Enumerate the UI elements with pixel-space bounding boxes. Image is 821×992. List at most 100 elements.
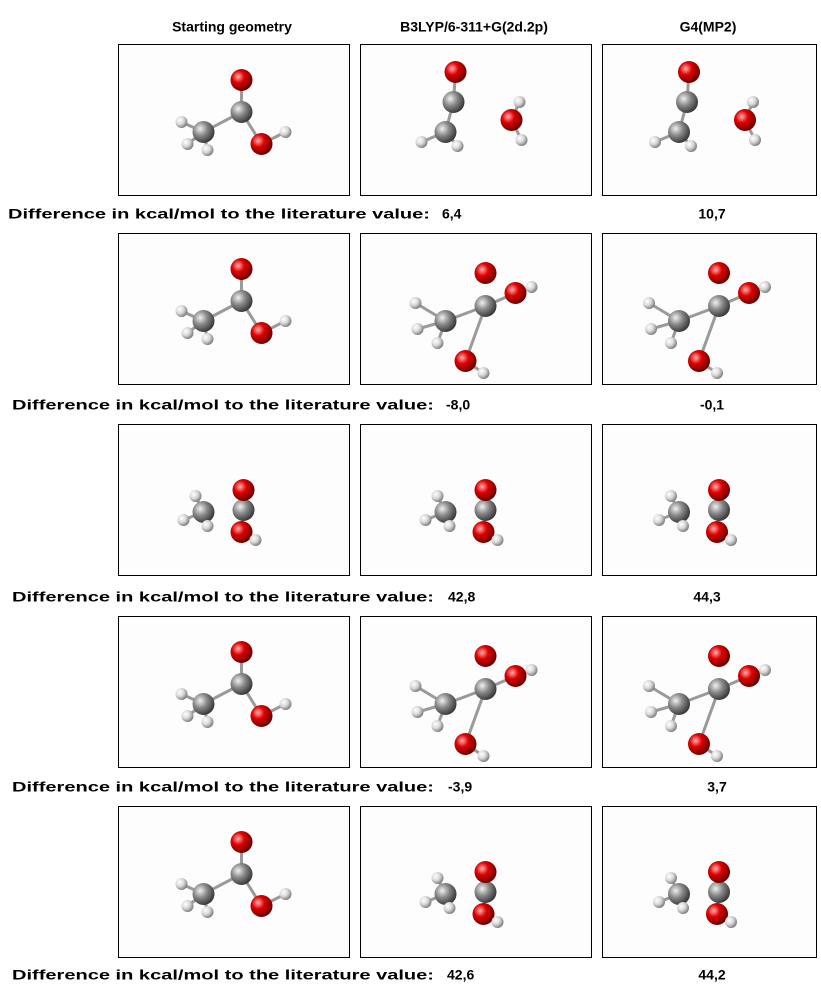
atom	[280, 126, 292, 138]
value: 6,4	[442, 206, 462, 222]
atom	[280, 315, 292, 327]
atom	[251, 133, 273, 155]
geometry-box	[361, 807, 592, 958]
geometry-box	[603, 425, 817, 576]
atom	[193, 121, 215, 143]
atom	[231, 521, 253, 543]
atom	[708, 262, 730, 284]
atom	[725, 534, 737, 546]
atom	[455, 350, 477, 372]
atom	[250, 534, 262, 546]
atom	[526, 664, 538, 676]
value: 3,7	[707, 779, 727, 795]
atom	[711, 750, 723, 762]
atom	[280, 888, 292, 900]
atom	[416, 136, 428, 148]
atom	[645, 706, 657, 718]
atom	[193, 693, 215, 715]
caption: Difference in kcal/mol to the literature…	[12, 967, 434, 983]
atom	[251, 895, 273, 917]
atom	[516, 134, 528, 146]
atom	[435, 501, 457, 523]
geometry-box	[603, 807, 817, 958]
geometry-box	[603, 45, 817, 196]
atom	[473, 521, 495, 543]
atom	[665, 337, 677, 349]
atom	[233, 479, 255, 501]
atom	[688, 733, 710, 755]
atom	[708, 678, 730, 700]
atom	[668, 310, 690, 332]
geometry-box	[361, 45, 592, 196]
atom	[668, 693, 690, 715]
atom	[176, 116, 188, 128]
atom	[645, 323, 657, 335]
atom	[708, 479, 730, 501]
figure: Starting geometry B3LYP/6-311+G(2d.2p) G…	[0, 0, 821, 992]
atom	[420, 896, 432, 908]
atom	[665, 872, 677, 884]
atom	[665, 490, 677, 502]
value: 44,2	[698, 967, 725, 983]
column-header: Starting geometry	[172, 19, 292, 35]
value: -3,9	[448, 779, 472, 795]
atom	[420, 514, 432, 526]
caption: Difference in kcal/mol to the literature…	[8, 206, 430, 222]
atom	[178, 514, 190, 526]
atom	[475, 678, 497, 700]
atom	[478, 750, 490, 762]
atom	[412, 706, 424, 718]
atom	[231, 673, 253, 695]
atom	[708, 645, 730, 667]
atom	[435, 121, 457, 143]
atom	[759, 664, 771, 676]
atom	[251, 322, 273, 344]
atom	[182, 138, 194, 150]
atom	[685, 140, 697, 152]
atom	[432, 872, 444, 884]
atom	[677, 902, 689, 914]
atom	[676, 91, 698, 113]
atom	[643, 297, 655, 309]
atom	[193, 310, 215, 332]
atom	[708, 295, 730, 317]
atom	[410, 680, 422, 692]
atom	[455, 733, 477, 755]
atom	[653, 514, 665, 526]
atom	[475, 881, 497, 903]
atom	[668, 883, 690, 905]
atom	[505, 282, 527, 304]
atom	[182, 900, 194, 912]
atom	[747, 96, 759, 108]
atom	[688, 350, 710, 372]
atom	[708, 881, 730, 903]
atom	[231, 258, 253, 280]
caption: Difference in kcal/mol to the literature…	[12, 779, 434, 795]
page: Starting geometry B3LYP/6-311+G(2d.2p) G…	[0, 0, 821, 992]
atom	[478, 367, 490, 379]
atom	[475, 479, 497, 501]
atom	[505, 665, 527, 687]
atom	[176, 878, 188, 890]
atom	[706, 903, 728, 925]
atom	[176, 305, 188, 317]
atom	[678, 61, 700, 83]
atom	[202, 906, 214, 918]
atom	[410, 297, 422, 309]
column-header: G4(MP2)	[680, 19, 737, 35]
atom	[231, 69, 253, 91]
atom	[231, 101, 253, 123]
atom	[475, 861, 497, 883]
atom	[444, 520, 456, 532]
atom	[432, 720, 444, 732]
atom	[749, 134, 761, 146]
atom	[734, 109, 756, 131]
atom	[725, 916, 737, 928]
value: 42,8	[448, 589, 475, 605]
atom	[432, 337, 444, 349]
atom	[492, 534, 504, 546]
value: 42,6	[447, 967, 474, 983]
value: 10,7	[698, 206, 725, 222]
atom	[280, 698, 292, 710]
atom	[738, 665, 760, 687]
